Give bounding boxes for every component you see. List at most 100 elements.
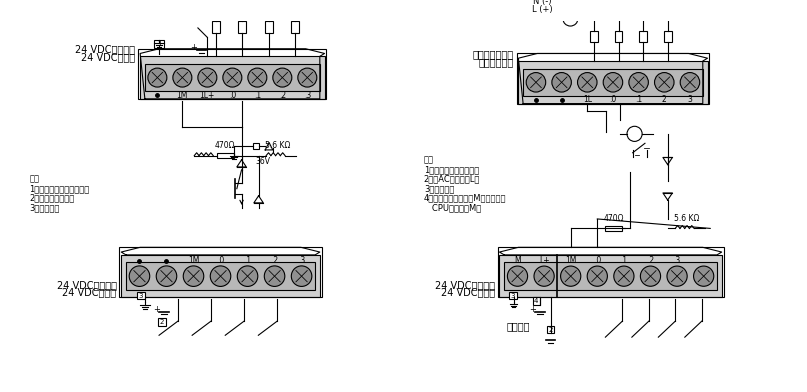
Text: .1: .1 — [621, 256, 628, 265]
Bar — [590, 31, 598, 42]
Bar — [126, 263, 315, 290]
Circle shape — [264, 266, 285, 287]
Circle shape — [627, 126, 642, 142]
Text: .2: .2 — [278, 91, 286, 100]
Text: 24 VDC公共端和: 24 VDC公共端和 — [56, 280, 116, 290]
Text: 5.6 KΩ: 5.6 KΩ — [265, 141, 291, 150]
Text: 1L+: 1L+ — [199, 91, 215, 100]
Text: .1: .1 — [635, 95, 642, 104]
Text: 3: 3 — [688, 95, 692, 104]
Circle shape — [291, 266, 312, 287]
Text: +: + — [153, 305, 160, 314]
Text: 470Ω: 470Ω — [604, 214, 624, 223]
Bar — [138, 49, 327, 99]
Text: 3．可选接地: 3．可选接地 — [424, 184, 454, 193]
Circle shape — [534, 266, 554, 286]
Text: 注：: 注： — [30, 174, 40, 183]
Bar — [212, 21, 220, 33]
Bar — [605, 225, 622, 231]
Circle shape — [157, 266, 177, 287]
Text: 注：: 注： — [424, 156, 434, 165]
Text: M: M — [514, 256, 521, 265]
Text: 1．实际元件值可能有变更: 1．实际元件值可能有变更 — [30, 184, 90, 193]
Text: 继电器输出端: 继电器输出端 — [479, 57, 514, 67]
Text: .3: .3 — [303, 91, 311, 100]
Text: 3: 3 — [139, 292, 144, 299]
Circle shape — [578, 73, 597, 92]
Bar — [140, 56, 324, 99]
Bar — [547, 326, 554, 333]
Text: 2．把AC线连接到L端: 2．把AC线连接到L端 — [424, 174, 480, 183]
Text: .0: .0 — [228, 91, 236, 100]
Text: .3: .3 — [298, 256, 305, 265]
Circle shape — [629, 73, 648, 92]
Circle shape — [508, 266, 528, 286]
Text: +: + — [190, 43, 198, 52]
Text: 5.6 KΩ: 5.6 KΩ — [674, 214, 699, 223]
Bar — [121, 255, 320, 298]
Bar — [615, 31, 622, 42]
Circle shape — [223, 68, 242, 87]
Text: 4: 4 — [534, 298, 538, 304]
Text: 24 VDC公共端和: 24 VDC公共端和 — [435, 280, 495, 290]
Text: 470Ω: 470Ω — [215, 141, 235, 150]
Text: .3: .3 — [674, 256, 680, 265]
Text: 2: 2 — [548, 327, 553, 332]
Bar — [154, 40, 164, 48]
Text: 1．实际元件值可能变更: 1．实际元件值可能变更 — [424, 165, 479, 174]
Bar — [158, 318, 165, 326]
Circle shape — [173, 68, 192, 87]
Text: 3．接地可选: 3．接地可选 — [30, 203, 60, 212]
Text: L+: L+ — [539, 256, 550, 265]
Text: 24 VDC输出端: 24 VDC输出端 — [82, 52, 136, 62]
Circle shape — [248, 68, 267, 87]
Text: 3: 3 — [511, 292, 515, 299]
Text: +: + — [529, 305, 536, 314]
Text: 线圈电源: 线圈电源 — [507, 321, 530, 331]
Circle shape — [298, 68, 317, 87]
Circle shape — [211, 266, 231, 287]
Text: 1M: 1M — [177, 91, 188, 100]
Text: N (-): N (-) — [533, 0, 551, 6]
Bar — [239, 21, 246, 33]
Text: .1: .1 — [253, 91, 261, 100]
Text: .2: .2 — [647, 256, 654, 265]
Bar — [217, 153, 234, 158]
Text: 24 VDC输出端: 24 VDC输出端 — [441, 287, 495, 298]
Bar — [504, 263, 717, 290]
Circle shape — [693, 266, 713, 286]
Text: 24 VDC公共端和: 24 VDC公共端和 — [75, 44, 136, 54]
Circle shape — [552, 73, 571, 92]
Text: .0: .0 — [609, 95, 617, 104]
Bar — [509, 292, 516, 299]
Circle shape — [526, 73, 546, 92]
Bar — [639, 31, 647, 42]
Text: 4．继电器线圈电源的M一定要连到: 4．继电器线圈电源的M一定要连到 — [424, 193, 506, 202]
Text: L (+): L (+) — [532, 5, 552, 14]
Text: 1: 1 — [157, 41, 161, 47]
Text: 2: 2 — [662, 95, 667, 104]
Circle shape — [273, 68, 292, 87]
Circle shape — [562, 11, 578, 26]
Circle shape — [614, 266, 634, 286]
Circle shape — [148, 68, 167, 87]
Circle shape — [561, 266, 581, 286]
Text: 36V: 36V — [256, 158, 271, 167]
Bar — [253, 143, 258, 149]
Text: 1M: 1M — [565, 256, 576, 265]
Circle shape — [680, 73, 700, 92]
Circle shape — [237, 266, 257, 287]
Text: 继电器公共端和: 继电器公共端和 — [473, 49, 514, 59]
Text: 2: 2 — [160, 319, 164, 325]
Circle shape — [587, 266, 608, 286]
Bar — [500, 255, 721, 298]
Circle shape — [667, 266, 688, 286]
Text: CPU的电源的M端: CPU的电源的M端 — [424, 203, 481, 212]
Text: 1L: 1L — [583, 95, 592, 104]
Text: .1: .1 — [244, 256, 251, 265]
Text: 2．可接受任何极性: 2．可接受任何极性 — [30, 193, 75, 202]
Circle shape — [654, 73, 674, 92]
Bar — [145, 64, 320, 91]
Bar — [523, 69, 703, 96]
Bar — [498, 247, 724, 298]
